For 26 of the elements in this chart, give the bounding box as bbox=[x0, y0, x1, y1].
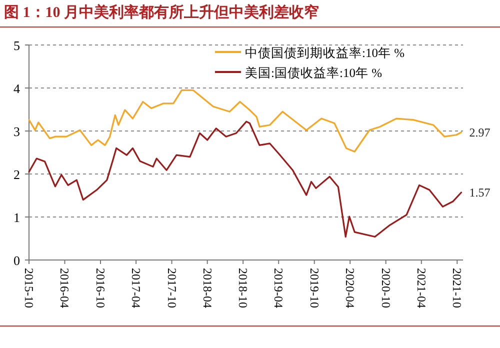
x-tick-label: 2018-10 bbox=[236, 268, 250, 308]
x-tick-label: 2017-04 bbox=[129, 268, 144, 308]
y-tick-label: 3 bbox=[14, 124, 20, 139]
y-tick-label: 5 bbox=[14, 38, 20, 53]
y-tick-label: 1 bbox=[14, 210, 20, 225]
x-tick-label: 2020-04 bbox=[343, 268, 358, 308]
x-tick-label: 2021-04 bbox=[414, 268, 428, 308]
x-tick-label: 2021-10 bbox=[450, 268, 464, 308]
x-tick-label: 2019-04 bbox=[272, 268, 286, 308]
x-tick-label: 2018-04 bbox=[200, 268, 214, 308]
x-tick-label: 2016-04 bbox=[58, 268, 72, 308]
line-series bbox=[28, 89, 462, 152]
x-tick-label: 2019-10 bbox=[307, 268, 322, 308]
x-tick-label: 2015-10 bbox=[22, 268, 36, 308]
line-series bbox=[28, 120, 462, 238]
y-tick-label: 4 bbox=[14, 81, 20, 96]
y-tick-label: 0 bbox=[14, 253, 20, 268]
data-label: 2.97 bbox=[469, 125, 490, 140]
data-label: 1.57 bbox=[469, 185, 490, 200]
y-tick-label: 2 bbox=[14, 167, 20, 182]
chart-title: 图 1：10 月中美利率都有所上升但中美利差收窄 bbox=[4, 3, 319, 21]
x-tick-label: 2017-10 bbox=[164, 268, 179, 308]
legend-label: 中债国债到期收益率:10年 % bbox=[245, 45, 405, 60]
x-tick-label: 2020-10 bbox=[378, 268, 393, 308]
legend-label: 美国:国债收益率:10年 % bbox=[245, 65, 382, 80]
x-tick-label: 2016-10 bbox=[93, 268, 108, 308]
